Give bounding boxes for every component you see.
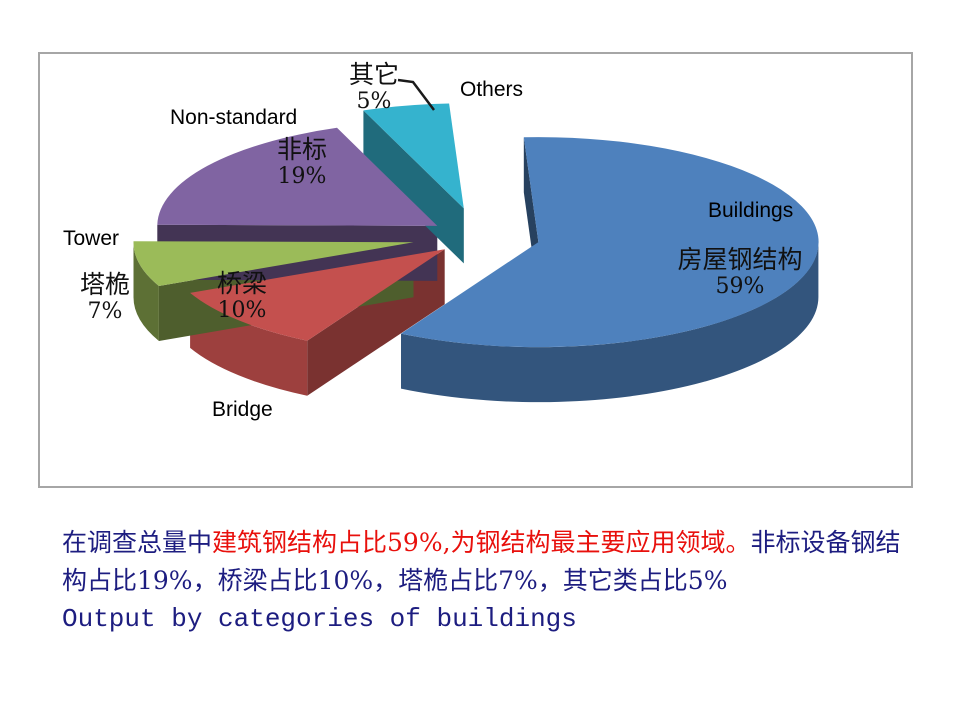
pie-slice-tower-top: [133, 241, 414, 286]
others-leader-line: [397, 78, 435, 111]
pie-3d-chart: [133, 78, 819, 403]
others-zh-text: 其它: [348, 60, 399, 89]
bridge-pct-text: 10%: [217, 298, 267, 323]
caption-seg-1: 建筑钢结构占比59%,为钢结构最主要应用领域。: [212, 528, 751, 557]
buildings-pct-text: 59%: [715, 274, 765, 299]
caption-footer: Output by categories of buildings: [62, 604, 577, 634]
tower-pct-text: 7%: [87, 299, 123, 324]
pie-slice-non-standard-top: [157, 127, 438, 226]
non-standard-zh-text: 非标: [276, 135, 327, 164]
slice-label-buildings-zh: 房屋钢结构 59%: [665, 245, 815, 300]
slice-label-bridge-en: Bridge: [212, 398, 273, 421]
slice-label-bridge-zh: 桥梁 10%: [202, 269, 282, 324]
caption-text: 在调查总量中建筑钢结构占比59%,为钢结构最主要应用领域。非标设备钢结构占比19…: [62, 524, 914, 600]
non-standard-pct-text: 19%: [277, 164, 327, 189]
pie-slice-tower-rim: [133, 242, 159, 341]
caption: 在调查总量中建筑钢结构占比59%,为钢结构最主要应用领域。非标设备钢结构占比19…: [62, 524, 914, 638]
slice-label-tower-en: Tower: [63, 227, 120, 250]
chart-frame: 其它 5% Others Non-standard 非标 19% Tower 塔…: [38, 52, 913, 488]
tower-zh-text: 塔桅: [79, 270, 130, 299]
pie-slice-bridge-top: [190, 249, 445, 341]
pie-slice-buildings-rim: [401, 242, 819, 403]
pie-slice-others-top: [363, 103, 464, 209]
slice-label-tower-zh: 塔桅 7%: [65, 270, 145, 325]
slice-label-non-standard-en: Non-standard: [170, 106, 298, 129]
bridge-zh-text: 桥梁: [216, 269, 267, 298]
slice-label-others-en: Others: [460, 78, 524, 101]
slice-label-others-zh: 其它 5%: [334, 60, 414, 115]
slice-label-non-standard-zh: 非标 19%: [262, 135, 342, 190]
others-pct-text: 5%: [356, 89, 392, 114]
pie-slice-buildings-top: [401, 137, 819, 348]
caption-seg-0: 在调查总量中: [62, 528, 213, 557]
slice-label-buildings-en: Buildings: [708, 199, 794, 222]
buildings-zh-text: 房屋钢结构: [677, 245, 803, 274]
pie-slice-others-side: [363, 110, 464, 264]
caption-seg-2: 非标设备钢结构占比19%，桥梁占比10%，塔桅占比7%，其它类占比5%: [62, 528, 901, 595]
